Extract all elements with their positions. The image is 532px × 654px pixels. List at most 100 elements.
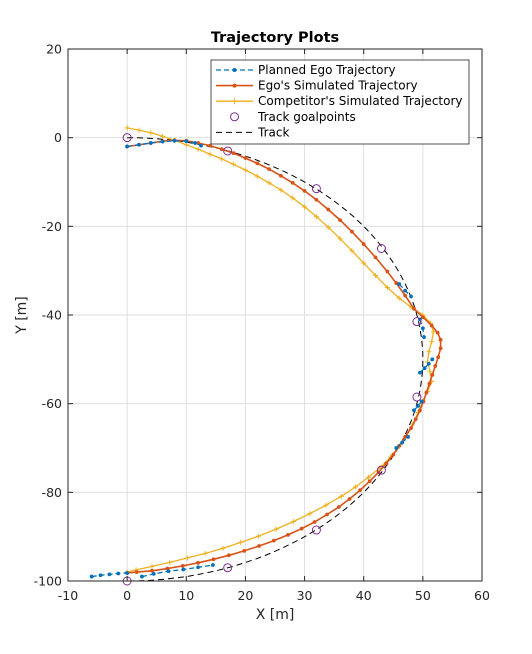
data-point: [196, 565, 201, 570]
data-point: [196, 141, 201, 145]
data-point: [396, 295, 402, 301]
data-point: [422, 335, 426, 340]
ego-line: [126, 139, 442, 574]
data-point: [98, 573, 103, 578]
data-point: [184, 139, 189, 144]
data-point: [136, 127, 142, 133]
data-point: [137, 142, 141, 147]
goalpoint: [376, 244, 386, 253]
data-point: [148, 130, 154, 136]
planned-segment: [141, 564, 213, 578]
data-point: [429, 339, 435, 345]
data-point: [403, 435, 408, 439]
data-point: [89, 574, 94, 579]
data-point: [436, 355, 441, 360]
data-point: [347, 497, 352, 501]
data-point: [433, 364, 438, 368]
data-point: [397, 282, 402, 286]
data-point: [266, 180, 272, 186]
data-point: [358, 488, 363, 493]
data-point: [435, 330, 440, 335]
y-axis-label: Y [m]: [14, 296, 30, 335]
data-point: [279, 173, 283, 178]
legend-marker: [232, 68, 237, 72]
data-point: [208, 143, 212, 148]
legend-label: Competitor's Simulated Trajectory: [258, 94, 463, 108]
data-point: [242, 548, 247, 553]
data-point: [373, 273, 379, 279]
data-point: [172, 138, 177, 143]
data-point: [166, 569, 171, 574]
data-point: [438, 346, 443, 351]
data-point: [385, 269, 390, 274]
data-point: [420, 315, 425, 320]
data-point: [193, 141, 198, 145]
planned-segment: [419, 358, 433, 374]
data-point: [199, 143, 203, 148]
data-point: [403, 288, 408, 293]
data-point: [365, 474, 371, 480]
data-point: [226, 553, 231, 558]
data-point: [107, 572, 112, 577]
data-point: [255, 533, 261, 539]
data-point: [427, 369, 433, 375]
data-point: [352, 484, 358, 490]
data-point: [384, 461, 389, 466]
data-point: [400, 440, 405, 445]
data-point: [278, 187, 284, 193]
data-point: [409, 426, 413, 430]
data-point: [220, 545, 226, 551]
data-point: [140, 574, 144, 579]
legend-marker: [232, 83, 237, 88]
legend-entry: Planned Ego Trajectory: [216, 63, 396, 77]
data-point: [349, 229, 354, 234]
legend: Planned Ego Trajectory Ego's Simulated Tr…: [210, 59, 470, 145]
data-point: [361, 260, 367, 266]
data-point: [325, 224, 331, 230]
x-tick-label: 50: [415, 588, 431, 603]
data-point: [426, 349, 432, 355]
y-tick-label: -40: [42, 308, 62, 323]
data-point: [124, 125, 130, 131]
data-point: [307, 511, 313, 517]
data-point: [391, 452, 396, 457]
competitor-trajectory: [124, 125, 437, 575]
data-point: [160, 133, 166, 139]
data-point: [302, 204, 308, 210]
data-point: [148, 141, 153, 145]
data-point: [412, 408, 416, 413]
data-point: [314, 197, 319, 202]
data-point: [325, 512, 329, 517]
data-point: [416, 403, 421, 408]
plot-area: [89, 125, 443, 586]
data-point: [273, 526, 279, 532]
legend-box: [210, 59, 470, 145]
data-point: [231, 151, 236, 156]
data-point: [116, 571, 121, 576]
legend-entry: Ego's Simulated Trajectory: [216, 79, 418, 93]
data-point: [412, 306, 416, 311]
legend-label: Track: [257, 125, 289, 139]
goalpoint: [311, 184, 321, 194]
goalpoint: [412, 392, 422, 402]
y-tick-label: 0: [54, 130, 62, 145]
data-point: [373, 255, 378, 260]
data-point: [406, 435, 410, 439]
data-point: [231, 98, 238, 105]
y-tick-label: -20: [42, 219, 62, 234]
goalpoint: [412, 317, 422, 327]
data-point: [207, 151, 213, 157]
data-point: [419, 399, 424, 404]
goalpoint: [376, 465, 386, 475]
data-point: [290, 180, 295, 185]
data-point: [254, 173, 260, 179]
data-point: [326, 207, 331, 212]
data-point: [430, 372, 435, 377]
data-point: [290, 195, 296, 201]
data-point: [219, 156, 225, 162]
data-point: [323, 502, 329, 508]
data-point: [429, 323, 434, 328]
y-tick-label: 20: [46, 42, 62, 57]
data-point: [302, 188, 307, 193]
